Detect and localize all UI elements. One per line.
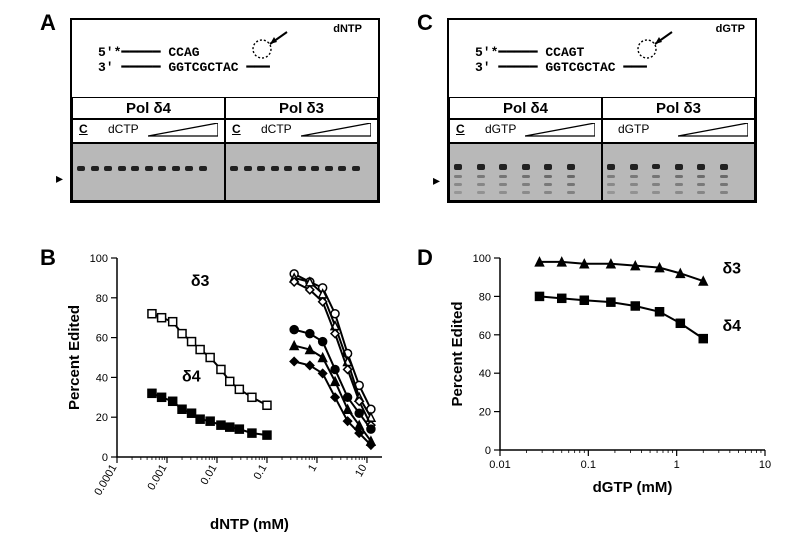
- svg-text:Percent Edited: Percent Edited: [66, 305, 83, 410]
- svg-text:0: 0: [485, 445, 491, 457]
- svg-text:10: 10: [759, 459, 771, 471]
- svg-text:60: 60: [96, 333, 108, 345]
- svg-text:δ3: δ3: [191, 273, 210, 290]
- svg-text:1: 1: [674, 459, 680, 471]
- svg-text:0.01: 0.01: [489, 459, 510, 471]
- incoming-nt-icon: [242, 22, 322, 67]
- svg-text:100: 100: [473, 253, 491, 265]
- ramp-icon: [148, 123, 218, 137]
- ramp-icon: [525, 123, 595, 137]
- gel-row-c: [449, 143, 755, 201]
- primer-3prime-c: 3' ━━━━━ GGTCGCTAC ━━━: [475, 60, 647, 75]
- control-lane-label-a2: C: [232, 122, 241, 136]
- band-marker-icon: ▸: [433, 172, 440, 189]
- svg-text:10: 10: [353, 463, 370, 480]
- svg-text:0.001: 0.001: [145, 463, 169, 493]
- primer-5prime-c: 5'*━━━━━ CCAGT: [475, 45, 584, 60]
- svg-text:40: 40: [96, 372, 108, 384]
- svg-text:60: 60: [479, 330, 491, 342]
- ramp-icon: [678, 123, 748, 137]
- ramp-label-c2: dGTP: [618, 122, 649, 136]
- col-pol-d3-a: Pol δ3: [225, 97, 378, 119]
- svg-text:dGTP (mM): dGTP (mM): [593, 479, 673, 496]
- panel-label-b: B: [40, 245, 56, 271]
- col-pol-d4-a: Pol δ4: [72, 97, 225, 119]
- primer-diagram-c: 5'*━━━━━ CCAGT 3' ━━━━━ GGTCGCTAC ━━━: [455, 24, 653, 95]
- incoming-nt-label-c: dGTP: [716, 23, 745, 35]
- chart-b: 0 20 40 60 80 100 0.0001 0.001 0.01 0.1 1 10 Percent…: [62, 250, 392, 535]
- ramp-label-a2: dCTP: [261, 122, 292, 136]
- svg-text:0.0001: 0.0001: [92, 463, 119, 498]
- band-marker-icon: ▸: [56, 170, 63, 187]
- ramp-label-c1: dGTP: [485, 122, 516, 136]
- panel-label-a: A: [40, 10, 56, 36]
- primer-5prime-a: 5'*━━━━━ CCAG: [98, 45, 200, 60]
- incoming-nt-icon: [627, 22, 707, 67]
- assay-panel-c: 5'*━━━━━ CCAGT 3' ━━━━━ GGTCGCTAC ━━━ dG…: [447, 18, 757, 203]
- svg-text:80: 80: [96, 293, 108, 305]
- svg-text:0.1: 0.1: [581, 459, 596, 471]
- svg-text:1: 1: [306, 463, 319, 474]
- col-pol-d3-c: Pol δ3: [602, 97, 755, 119]
- svg-text:0.01: 0.01: [198, 463, 219, 488]
- svg-text:20: 20: [96, 412, 108, 424]
- svg-text:100: 100: [90, 253, 108, 265]
- col-pol-d4-c: Pol δ4: [449, 97, 602, 119]
- control-lane-label-c1: C: [456, 122, 465, 136]
- svg-text:Percent Edited: Percent Edited: [449, 301, 466, 406]
- svg-text:δ3: δ3: [722, 260, 741, 277]
- ramp-label-a1: dCTP: [108, 122, 139, 136]
- chart-d: 0 20 40 60 80 100 0.01 0.1 1 10 Percent Edited dGTP…: [445, 250, 775, 515]
- assay-panel-a: 5'*━━━━━ CCAG 3' ━━━━━ GGTCGCTAC ━━━ dNT…: [70, 18, 380, 203]
- svg-text:40: 40: [479, 368, 491, 380]
- control-lane-label-a1: C: [79, 122, 88, 136]
- svg-text:0: 0: [102, 452, 108, 464]
- svg-text:δ4: δ4: [722, 318, 741, 335]
- svg-text:0.1: 0.1: [252, 463, 270, 482]
- panel-label-d: D: [417, 245, 433, 271]
- ramp-icon: [301, 123, 371, 137]
- incoming-nt-label-a: dNTP: [333, 23, 362, 35]
- gel-row-a: [72, 143, 378, 201]
- panel-label-c: C: [417, 10, 433, 36]
- svg-text:80: 80: [479, 291, 491, 303]
- svg-text:20: 20: [479, 407, 491, 419]
- svg-text:dNTP (mM): dNTP (mM): [210, 516, 289, 533]
- svg-text:δ4: δ4: [182, 368, 201, 385]
